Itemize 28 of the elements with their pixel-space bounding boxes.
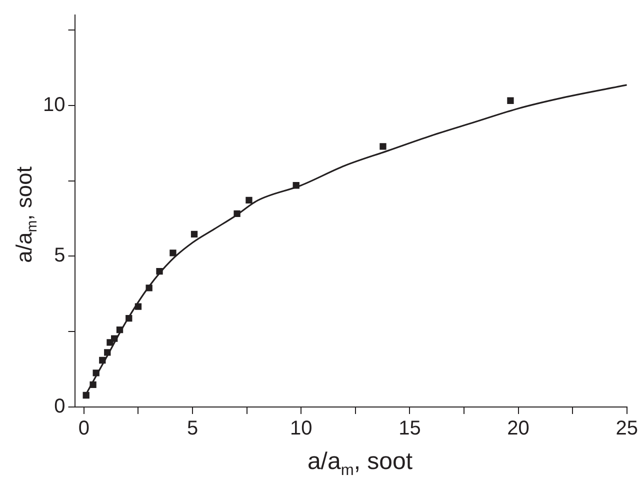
x-tick-label: 5 xyxy=(186,418,198,440)
point xyxy=(246,196,252,204)
point xyxy=(380,143,386,150)
y-tick-label: 10 xyxy=(42,94,66,116)
point xyxy=(292,182,300,189)
point xyxy=(99,356,106,364)
point xyxy=(126,315,132,322)
point xyxy=(156,268,163,275)
point xyxy=(92,370,100,376)
x-axis-title: a/a$_{m}$, soot xyxy=(306,448,414,480)
point xyxy=(90,381,96,388)
x-tick-label: 15 xyxy=(398,418,421,440)
point xyxy=(507,97,514,104)
x-tick-label: 25 xyxy=(616,418,638,440)
point xyxy=(111,335,118,342)
x-tick-label: 10 xyxy=(290,418,312,440)
point xyxy=(104,349,111,356)
x-tick-label: 0 xyxy=(78,418,90,440)
y-tick-label: 0 xyxy=(54,396,66,418)
y-tick-label: 5 xyxy=(54,244,66,267)
point xyxy=(134,303,142,310)
point xyxy=(170,250,176,256)
point xyxy=(190,230,198,238)
point xyxy=(82,392,90,399)
point xyxy=(146,284,152,292)
point xyxy=(116,326,124,334)
x-tick-label: 20 xyxy=(507,418,530,440)
point xyxy=(234,210,240,218)
